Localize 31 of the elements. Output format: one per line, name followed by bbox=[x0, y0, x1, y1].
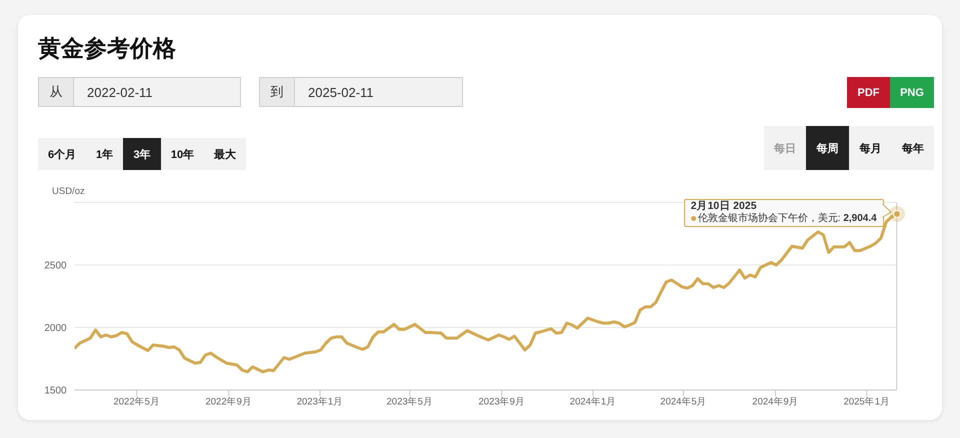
annotation: 伦敦金银市场协会下午价，美元: 2,904.4 bbox=[698, 212, 877, 224]
text: PNG bbox=[900, 86, 924, 98]
text: 3年 bbox=[133, 148, 151, 162]
x-tick-label: 2022年9月 bbox=[205, 396, 252, 408]
text: 每周 bbox=[816, 142, 838, 156]
x-tick-label: 2023年1月 bbox=[296, 396, 344, 408]
x-tick-label: 2024年5月 bbox=[660, 396, 707, 408]
x-tick-label: 2023年5月 bbox=[386, 396, 433, 408]
text: 10年 bbox=[170, 148, 194, 162]
text: 每月 bbox=[860, 142, 882, 156]
y-tick-label: 2000 bbox=[44, 323, 68, 334]
text: 从 bbox=[50, 83, 62, 101]
text: 每日 bbox=[774, 142, 796, 156]
text: 每年 bbox=[902, 142, 924, 156]
text: 最大 bbox=[214, 148, 236, 162]
text: 到 bbox=[270, 83, 284, 101]
x-tick-label: 2023年9月 bbox=[478, 396, 525, 408]
chart-title: 黄金参考价格 bbox=[38, 34, 176, 63]
text: PDF bbox=[858, 86, 880, 98]
annotation: 2月10日 2025 bbox=[690, 200, 758, 212]
x-tick-label: 2025年1月 bbox=[844, 396, 890, 408]
x-tick-label: 2024年1月 bbox=[570, 396, 616, 408]
text: 1年 bbox=[96, 148, 114, 162]
y-tick-label: 1500 bbox=[44, 386, 68, 397]
y-tick-label: 2500 bbox=[44, 260, 68, 272]
x-tick-label: 2022年5月 bbox=[113, 396, 160, 408]
x-tick-label: 2024年9月 bbox=[752, 396, 799, 408]
y-axis-title: USD/oz bbox=[52, 186, 85, 198]
text: 2025-02-11 bbox=[308, 84, 374, 100]
text: 6个月 bbox=[48, 148, 76, 162]
text: 2022-02-11 bbox=[87, 84, 153, 100]
